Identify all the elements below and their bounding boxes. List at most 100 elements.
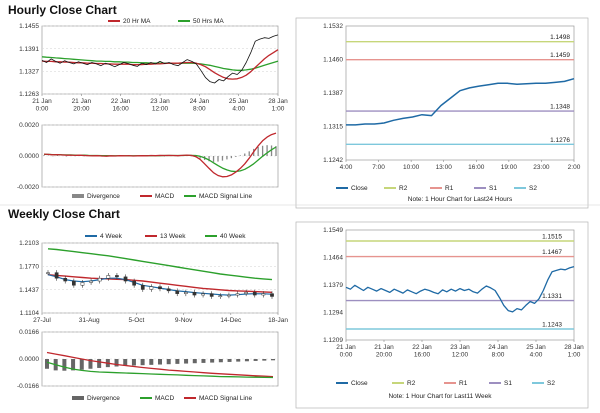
weekly-macd-y-tick-1: 0.0000 (19, 356, 39, 363)
weekly-macd-bar-18 (201, 359, 206, 363)
hourly-macd-y-tick-1: 0.0000 (19, 153, 39, 160)
hourly-price-series-price (41, 34, 279, 84)
hourly-last24-y-tick-2: 1.1387 (323, 90, 343, 97)
hourly-price-y-tick-3: 1.1263 (19, 91, 39, 98)
weekly-macd-bar-9 (123, 359, 128, 366)
weekly-macd-series-macd (46, 361, 274, 379)
weekly-last1w-level-label-r1: 1.1467 (542, 249, 562, 256)
weekly-price-y-tick-0: 1.2103 (19, 240, 39, 247)
hourly-last24-legend-r2-label: R2 (399, 185, 408, 192)
weekly-last1w-series-close (345, 265, 575, 313)
weekly-macd-bar-8 (114, 359, 119, 367)
weekly-price-candle-2 (63, 277, 68, 282)
weekly-macd-bar-13 (158, 359, 162, 365)
weekly-last1w-x-tick-2: 22 Jan 16:00 (412, 344, 432, 359)
weekly-macd-bar-5 (88, 359, 93, 369)
hourly-price-x-tick-0: 21 Jan 0:00 (32, 98, 52, 113)
weekly-price-candle-1 (54, 272, 59, 279)
weekly-price-x-tick-0: 27-Jul (33, 317, 51, 324)
weekly-macd-bar-16 (184, 359, 189, 364)
weekly-last1w-legend-s1-label: S1 (504, 380, 512, 387)
weekly-right-panel-border (295, 221, 589, 409)
weekly-macd-bar-14 (166, 359, 171, 365)
weekly-macd-bar-23 (244, 359, 249, 362)
weekly-price-x-tick-4: 14-Dec (220, 317, 242, 324)
weekly-price-candle-3 (71, 280, 76, 286)
weekly-price-candle-16 (183, 292, 188, 294)
hourly-last24-y-tick-3: 1.1315 (323, 123, 343, 130)
weekly-price-series-w13 (47, 274, 273, 293)
hourly-macd-y-tick-0: 0.0020 (19, 122, 39, 129)
weekly-section-title: Weekly Close Chart (8, 207, 120, 221)
weekly-price-candle-24 (252, 292, 257, 296)
weekly-last1w-x-tick-0: 21 Jan 0:00 (336, 344, 356, 359)
hourly-macd-legend-divergence-swatch (72, 194, 84, 198)
weekly-last1w-y-tick-4: 1.1209 (323, 337, 343, 344)
weekly-macd-y-tick-0: 0.0166 (19, 329, 39, 336)
weekly-price-y-tick-1: 1.1770 (19, 264, 39, 271)
hourly-price-legend-ma20-label: 20 Hr MA (123, 18, 151, 25)
weekly-price-candle-0 (46, 272, 50, 274)
weekly-price-plot-area (41, 242, 279, 314)
hourly-last24-x-tick-5: 19:00 (501, 164, 518, 171)
weekly-price-candle-12 (149, 286, 154, 290)
hourly-macd-y-tick-2: -0.0020 (17, 184, 39, 191)
weekly-macd-bar-0 (45, 359, 49, 369)
weekly-price-candle-23 (244, 292, 249, 294)
weekly-last1w-y-tick-1: 1.1464 (323, 255, 343, 262)
weekly-last1w-x-tick-6: 28 Jan 1:00 (564, 344, 584, 359)
weekly-last1w-note: Note: 1 Hour Chart for Last11 Week (388, 393, 492, 400)
hourly-last24-y-tick-4: 1.1242 (323, 157, 343, 164)
weekly-price-series-w40 (47, 248, 273, 281)
weekly-macd-bar-26 (271, 359, 275, 361)
hourly-price-x-tick-4: 24 Jan 8:00 (190, 98, 210, 113)
weekly-macd-bar-21 (227, 359, 232, 362)
weekly-price-candle-13 (158, 286, 162, 290)
weekly-price-x-tick-5: 18-Jan (268, 317, 288, 324)
weekly-last1w-y-tick-0: 1.1549 (323, 227, 343, 234)
weekly-macd-bar-10 (131, 359, 136, 366)
hourly-macd-series-macd (43, 132, 277, 178)
hourly-last24-legend-close-label: Close (351, 185, 368, 192)
hourly-last24-x-tick-4: 16:00 (468, 164, 485, 171)
hourly-last24-x-tick-3: 13:00 (436, 164, 453, 171)
hourly-last24-x-tick-6: 23:00 (533, 164, 550, 171)
weekly-last1w-level-label-r2: 1.1515 (542, 234, 562, 241)
weekly-last1w-level-label-s1: 1.1331 (542, 293, 562, 300)
hourly-price-y-tick-0: 1.1455 (19, 23, 39, 30)
weekly-price-candle-18 (201, 293, 205, 296)
weekly-price-candle-17 (192, 292, 197, 296)
hourly-last24-x-tick-1: 7:00 (372, 164, 385, 171)
weekly-last1w-plot-area (345, 229, 575, 341)
weekly-price-legend-w40-label: 40 Week (220, 233, 246, 240)
weekly-price-candle-4 (80, 282, 85, 286)
weekly-last1w-level-label-s2: 1.1243 (542, 322, 562, 329)
weekly-price-candle-22 (235, 293, 240, 296)
weekly-macd-legend-divergence-label: Divergence (87, 395, 120, 402)
weekly-price-candle-10 (132, 280, 137, 286)
hourly-price-x-tick-3: 23 Jan 12:00 (150, 98, 170, 113)
hourly-section-title: Hourly Close Chart (8, 3, 117, 17)
weekly-last1w-y-tick-3: 1.1294 (323, 310, 343, 317)
weekly-price-candle-8 (115, 275, 119, 278)
weekly-price-candle-26 (270, 293, 274, 297)
weekly-macd-legend-macd-label: MACD (155, 395, 174, 402)
hourly-last24-level-label-s2: 1.1276 (550, 137, 570, 144)
weekly-price-candle-9 (123, 276, 128, 282)
hourly-last24-legend-s2-label: S2 (529, 185, 537, 192)
weekly-price-candle-15 (175, 290, 180, 294)
weekly-price-candle-11 (140, 285, 145, 290)
hourly-last24-plot-area (345, 25, 575, 161)
weekly-macd-bar-22 (236, 359, 241, 362)
hourly-last24-x-tick-0: 4:00 (340, 164, 353, 171)
hourly-last24-y-tick-1: 1.1460 (323, 56, 343, 63)
weekly-last1w-legend-close-label: Close (351, 380, 368, 387)
hourly-price-x-tick-1: 21 Jan 20:00 (72, 98, 92, 113)
weekly-last1w-y-tick-2: 1.1379 (323, 282, 343, 289)
weekly-last1w-x-tick-1: 21 Jan 20:00 (374, 344, 394, 359)
hourly-last24-x-tick-7: 2:00 (568, 164, 581, 171)
weekly-macd-bar-24 (253, 359, 258, 361)
hourly-last24-series-close (346, 77, 575, 126)
weekly-macd-bar-2 (62, 359, 67, 371)
hourly-last24-level-label-r1: 1.1459 (550, 52, 570, 59)
